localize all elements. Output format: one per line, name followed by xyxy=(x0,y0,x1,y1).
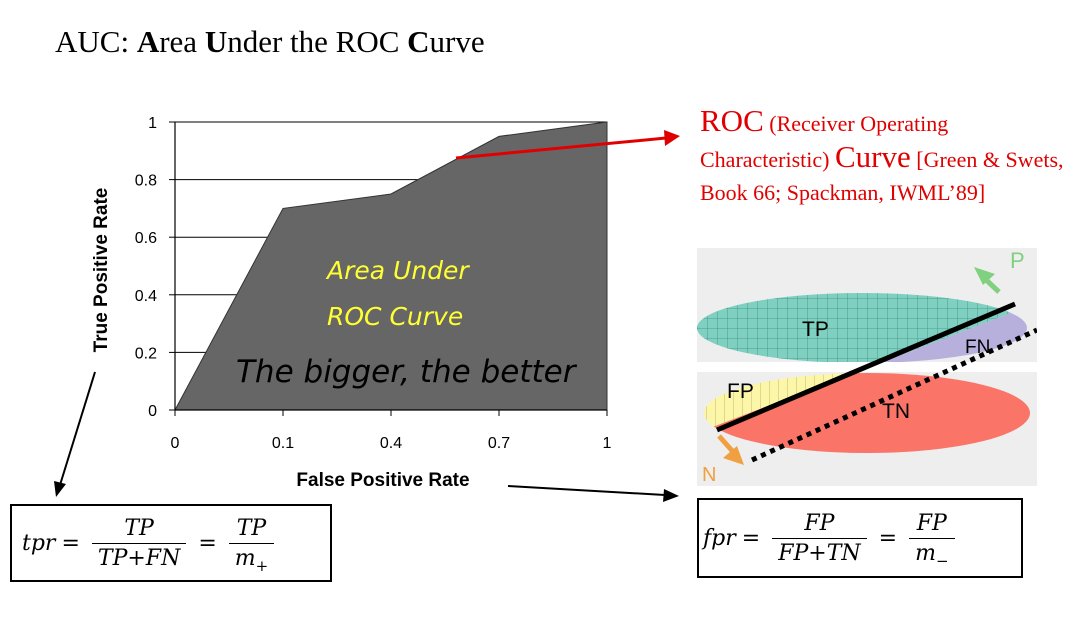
curve-word: Curve xyxy=(835,139,911,174)
roc-pointer-arrow xyxy=(455,136,667,160)
tpr-formula: tpr = TP TP+FN = TP m+ xyxy=(10,504,332,582)
title-part: A xyxy=(136,24,160,59)
tpr-fraction-1: TP TP+FN xyxy=(91,515,187,571)
fpr-den2-base: m xyxy=(915,540,936,566)
fpr-den2-sub: − xyxy=(935,551,949,570)
area-annotation-line1: Area Under xyxy=(325,256,470,285)
fpr-fraction-1: FP FP+TN xyxy=(772,510,867,566)
tpr-pointer-arrow xyxy=(59,371,96,486)
fpr-pointer-arrowhead xyxy=(663,489,679,502)
x-axis-label: False Positive Rate xyxy=(296,470,469,491)
roc-word: ROC xyxy=(700,103,764,138)
title-part: U xyxy=(204,24,228,59)
tpr-num2: TP xyxy=(236,515,267,541)
title-part: AUC: xyxy=(55,24,137,59)
tpr-fraction-2: TP m+ xyxy=(228,515,275,575)
y-tick-label: 0.8 xyxy=(135,173,157,190)
bigger-better-text: The bigger, the better xyxy=(236,354,578,390)
y-tick-label: 0 xyxy=(148,403,157,420)
roc-pointer-arrowhead xyxy=(664,130,680,146)
y-tick-label: 0.4 xyxy=(135,288,157,305)
fpr-formula: fpr = FP FP+TN = FP m− xyxy=(697,498,1023,578)
x-tick-label: 0 xyxy=(171,435,180,452)
decision-line-dotted xyxy=(750,327,1037,463)
fpr-num1: FP xyxy=(804,510,835,536)
page-title: AUC: Area Under the ROC Curve xyxy=(55,24,485,60)
tpr-den2-base: m xyxy=(234,545,256,571)
fp-label: FP xyxy=(727,380,754,403)
tp-label: TP xyxy=(802,318,829,341)
title-part: rea xyxy=(159,24,205,59)
fpr-pointer-arrow xyxy=(507,485,666,496)
fpr-lhs: fpr xyxy=(703,525,736,551)
fpr-fraction-2: FP m− xyxy=(909,510,955,570)
y-tick-label: 0.6 xyxy=(135,230,157,247)
p-label: P xyxy=(1010,248,1025,273)
y-tick-label: 0.2 xyxy=(135,345,157,362)
tpr-num1: TP xyxy=(124,515,154,541)
y-axis-label: True Positive Rate xyxy=(91,188,112,353)
tn-label: TN xyxy=(882,400,910,423)
roc-description: ROC (Receiver Operating Characteristic) … xyxy=(700,104,1065,209)
x-tick-label: 1 xyxy=(603,435,612,452)
title-part: nder the ROC xyxy=(227,24,408,59)
title-part: urve xyxy=(429,24,485,59)
fpr-den1: FP+TN xyxy=(772,537,867,566)
roc-receiver-text: (Receiver Operating Characteristic) xyxy=(700,111,949,172)
x-tick-label: 0.4 xyxy=(380,435,402,452)
confusion-diagram: P N TP FN FP TN xyxy=(697,248,1037,486)
fpr-num2: FP xyxy=(916,510,947,536)
tpr-pointer-arrowhead xyxy=(54,481,66,497)
n-label: N xyxy=(702,464,716,486)
tpr-den2-sub: + xyxy=(255,556,269,575)
area-annotation-line2: ROC Curve xyxy=(327,302,463,331)
y-tick-label: 1 xyxy=(148,115,157,132)
tpr-den1: TP+FN xyxy=(91,542,187,571)
fn-label: FN xyxy=(965,337,990,358)
x-tick-label: 0.1 xyxy=(272,435,294,452)
decision-line-solid xyxy=(716,301,1016,433)
roc-references: [Green & Swets, Book 66; Spackman, IWML’… xyxy=(700,147,1064,205)
x-tick-label: 0.7 xyxy=(488,435,510,452)
title-part: C xyxy=(407,24,430,59)
tpr-lhs: tpr xyxy=(22,530,56,556)
